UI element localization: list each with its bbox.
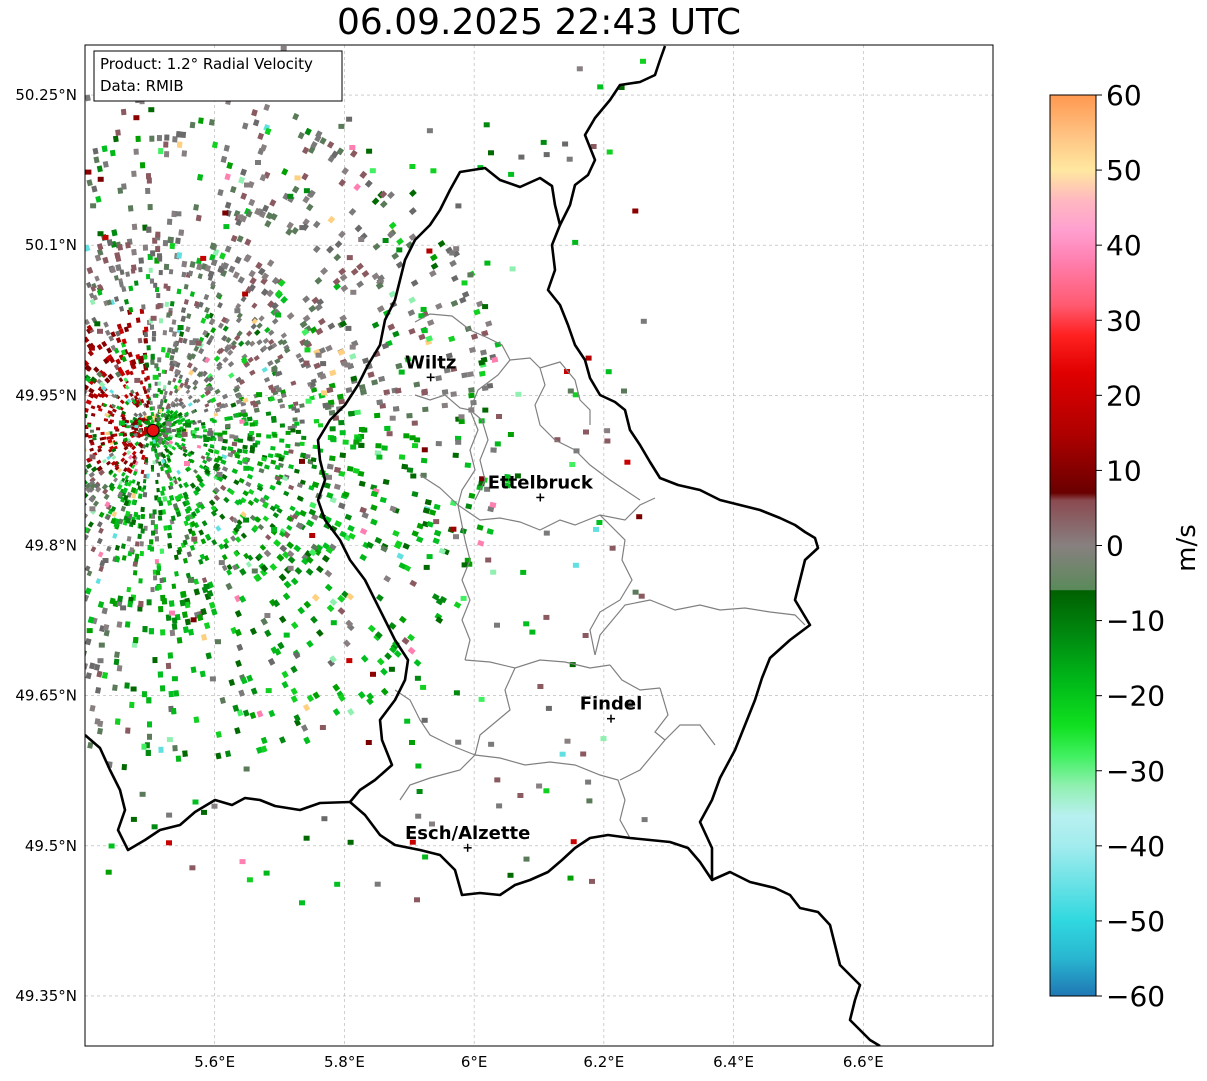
city-ettelbruck: Ettelbruck	[488, 472, 594, 502]
lon-tick-label: 6.2°E	[583, 1053, 624, 1071]
lat-tick-label: 49.65°N	[15, 687, 77, 705]
canton-boundary	[414, 313, 511, 506]
canton-boundary	[619, 724, 716, 781]
velocity-echoes	[85, 45, 648, 906]
lat-tick-label: 49.95°N	[15, 386, 77, 404]
lon-tick-label: 6.6°E	[843, 1053, 884, 1071]
city-wiltz: Wiltz	[405, 352, 456, 382]
national-borders	[85, 45, 881, 1046]
colorbar-tick-label: 20	[1106, 379, 1142, 412]
canton-boundaries	[394, 313, 806, 839]
lat-tick-label: 49.5°N	[25, 837, 77, 855]
lat-tick-label: 49.8°N	[25, 537, 77, 555]
colorbar-tick-label: −30	[1106, 755, 1165, 788]
canton-boundary	[619, 799, 631, 839]
colorbar-label: m/s	[1172, 524, 1202, 572]
canton-boundary	[589, 514, 633, 656]
colorbar-tick-label: −40	[1106, 830, 1165, 863]
canton-boundary	[399, 754, 476, 801]
city-label: Findel	[580, 694, 643, 715]
city-markers: Wiltz Ettelbruck Findel Esch/Alzette	[405, 352, 643, 852]
axis-tick-labels: 5.6°E 5.8°E 6°E 6.2°E 6.4°E 6.6°E 50.25°N 50.1°…	[15, 86, 883, 1071]
belgium-france-border	[85, 734, 351, 852]
info-data-source: Data: RMIB	[100, 77, 184, 95]
canton-boundary	[654, 687, 669, 741]
canton-boundary	[469, 409, 489, 501]
germany-france-border	[711, 870, 881, 1046]
colorbar-tick-label: 60	[1106, 79, 1142, 112]
colorbar-tick-label: −20	[1106, 680, 1165, 713]
city-findel: Findel	[580, 694, 643, 723]
colorbar: 60 50 40 30 20 10 0 −10 −20 −30 −40 −50 −60 m/s	[1049, 79, 1202, 1013]
city-label: Ettelbruck	[488, 472, 594, 493]
radar-site-marker	[146, 423, 160, 437]
canton-boundary	[474, 667, 516, 756]
colorbar-ticks: 60 50 40 30 20 10 0 −10 −20 −30 −40 −50 −60	[1096, 79, 1165, 1013]
colorbar-tick-label: −10	[1106, 605, 1165, 638]
info-product: Product: 1.2° Radial Velocity	[100, 55, 313, 73]
colorbar-bar	[1049, 94, 1097, 997]
lon-tick-label: 6°E	[461, 1053, 488, 1071]
city-label: Esch/Alzette	[405, 823, 530, 844]
canton-boundary	[594, 599, 806, 656]
map-title: 06.09.2025 22:43 UTC	[336, 2, 742, 43]
canton-boundary	[464, 659, 611, 669]
colorbar-tick-label: 40	[1106, 229, 1142, 262]
canton-boundary	[534, 367, 641, 501]
germany-border	[558, 45, 667, 226]
colorbar-tick-label: −60	[1106, 980, 1165, 1013]
map-frame	[84, 44, 994, 1047]
info-box: Product: 1.2° Radial Velocity Data: RMIB	[93, 50, 343, 102]
lat-tick-label: 49.35°N	[15, 987, 77, 1005]
lon-tick-label: 5.8°E	[324, 1053, 365, 1071]
city-esch-alzette: Esch/Alzette	[405, 823, 530, 852]
colorbar-tick-label: 10	[1106, 454, 1142, 487]
lon-tick-label: 6.4°E	[713, 1053, 754, 1071]
canton-boundary	[609, 664, 661, 691]
colorbar-tick-label: 30	[1106, 304, 1142, 337]
colorbar-tick-label: 0	[1106, 530, 1124, 563]
lon-tick-label: 5.6°E	[194, 1053, 235, 1071]
lat-tick-label: 50.1°N	[25, 236, 77, 254]
canton-boundary	[419, 474, 471, 661]
canton-boundary	[414, 394, 471, 411]
city-label: Wiltz	[405, 352, 456, 373]
colorbar-tick-label: −50	[1106, 905, 1165, 938]
luxembourg-border	[316, 166, 820, 897]
lat-tick-label: 50.25°N	[15, 86, 77, 104]
canton-boundary	[509, 357, 591, 425]
canton-boundary	[474, 754, 626, 801]
canton-boundary	[394, 689, 476, 756]
colorbar-tick-label: 50	[1106, 154, 1142, 187]
canton-boundary	[457, 497, 656, 531]
